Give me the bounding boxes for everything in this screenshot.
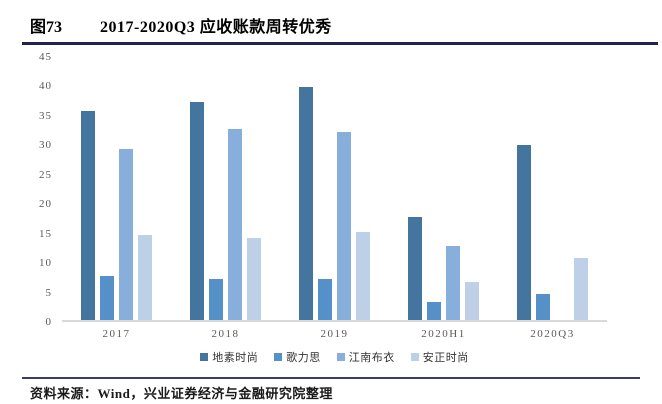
plot-area <box>62 57 607 322</box>
figure-number: 图73 <box>30 19 63 36</box>
bar-series2-group1 <box>100 275 114 320</box>
y-tick-label: 35 <box>39 109 52 122</box>
legend-label: 歌力思 <box>286 352 321 364</box>
bar-series1-group3 <box>299 87 313 320</box>
y-tick-label: 20 <box>39 198 52 211</box>
legend-label: 江南布衣 <box>348 352 395 364</box>
chart-title: 2017-2020Q3 应收账款周转优秀 <box>100 19 332 36</box>
x-tick-label: 2019 <box>320 328 349 340</box>
bar-series3-group4 <box>446 246 460 320</box>
legend-swatch-icon <box>410 353 419 361</box>
legend-item: 安正时尚 <box>410 349 469 365</box>
bar-series2-group4 <box>427 302 441 320</box>
x-tick-label: 2018 <box>211 328 240 340</box>
bar-series3-group2 <box>228 128 242 320</box>
legend-swatch-icon <box>274 353 283 361</box>
bar-series2-group5 <box>536 293 550 320</box>
bar-series4-group5 <box>574 258 588 320</box>
bar-series4-group1 <box>138 234 152 320</box>
title-divider <box>22 42 658 45</box>
legend-item: 地素时尚 <box>200 349 258 365</box>
legend-label: 安正时尚 <box>422 352 469 364</box>
y-tick-label: 25 <box>39 168 52 181</box>
legend-item: 江南布衣 <box>336 349 395 365</box>
y-tick-label: 5 <box>45 286 52 299</box>
y-tick-label: 30 <box>39 139 52 152</box>
bar-series2-group2 <box>209 278 223 320</box>
x-tick-label: 2017 <box>102 328 131 340</box>
bar-series2-group3 <box>318 278 332 320</box>
x-tick-label: 2020H1 <box>421 328 466 340</box>
y-tick-label: 10 <box>39 257 52 270</box>
chart-legend: 地素时尚 歌力思 江南布衣 安正时尚 <box>62 349 607 365</box>
bar-series4-group4 <box>465 281 479 320</box>
legend-label: 地素时尚 <box>212 352 259 364</box>
y-tick-label: 15 <box>39 227 52 240</box>
source-note: 资料来源：Wind，兴业证券经济与金融研究院整理 <box>30 386 333 401</box>
x-tick-label: 2020Q3 <box>530 328 575 340</box>
bar-series1-group4 <box>408 216 422 320</box>
footer-divider <box>22 377 640 379</box>
legend-item: 歌力思 <box>274 349 321 365</box>
y-tick-label: 40 <box>39 80 52 93</box>
bar-series4-group3 <box>356 231 370 320</box>
bar-series1-group5 <box>517 144 531 320</box>
bar-series3-group1 <box>119 149 133 320</box>
y-tick-label: 0 <box>45 316 52 328</box>
bar-series4-group2 <box>247 237 261 320</box>
legend-swatch-icon <box>336 353 345 361</box>
bar-series1-group1 <box>81 110 95 320</box>
bar-series3-group3 <box>337 131 351 320</box>
y-tick-label: 45 <box>39 51 52 63</box>
bar-series1-group2 <box>190 102 204 320</box>
legend-swatch-icon <box>200 353 209 361</box>
